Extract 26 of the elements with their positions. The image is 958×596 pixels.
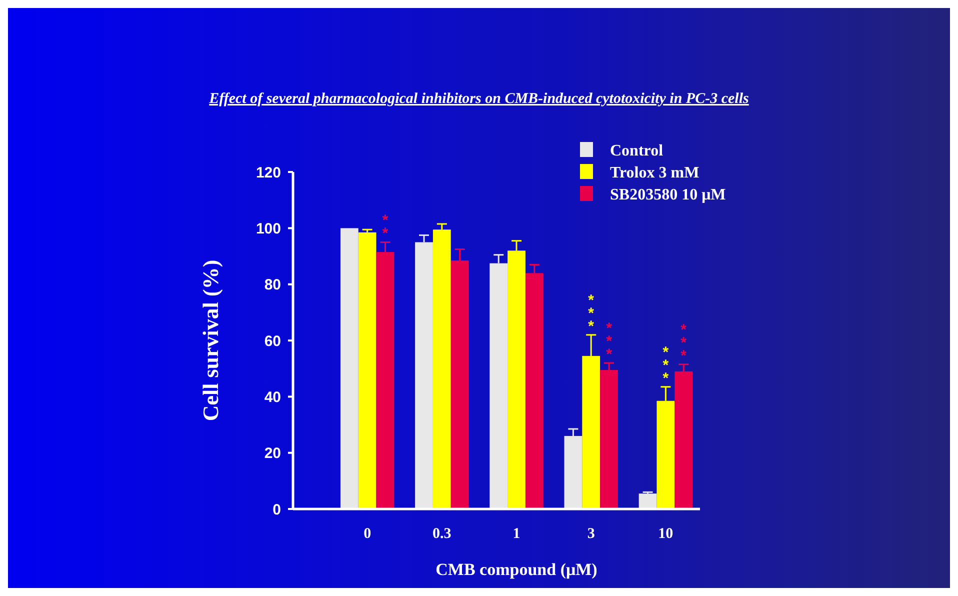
y-tick-label: 60 xyxy=(264,332,281,350)
legend-label: SB203580 10 μM xyxy=(610,186,726,204)
bar xyxy=(638,494,657,509)
y-tick-label: 80 xyxy=(264,276,281,294)
x-tick-label: 3 xyxy=(587,526,595,542)
x-tick-label: 0.3 xyxy=(432,526,452,542)
bar xyxy=(358,232,376,509)
bar xyxy=(340,228,358,509)
x-tick-label: 10 xyxy=(658,526,674,542)
y-tick-label: 20 xyxy=(264,445,281,462)
y-tick-label: 40 xyxy=(264,388,281,406)
data-label: *** xyxy=(675,321,692,360)
data-label: *** xyxy=(582,292,600,331)
y-tick-label: 120 xyxy=(256,164,281,182)
x-tick-label: 0 xyxy=(364,526,372,542)
legend-label: Control xyxy=(610,142,664,160)
data-label: *** xyxy=(600,320,618,359)
x-axis-title: CMB compound (μM) xyxy=(436,560,598,579)
x-tick-label: 1 xyxy=(512,526,520,542)
legend-label: Trolox 3 mM xyxy=(610,164,700,182)
y-axis-title: Cell survival (%) xyxy=(198,260,223,422)
data-label: *** xyxy=(657,344,674,383)
y-tick-label: 100 xyxy=(256,220,281,238)
chart-title: Effect of several pharmacological inhibitors on CMB-induced cytotoxicity in PC-3 cells xyxy=(208,91,750,107)
data-label: ** xyxy=(376,212,394,238)
y-tick-label: 0 xyxy=(272,501,281,518)
